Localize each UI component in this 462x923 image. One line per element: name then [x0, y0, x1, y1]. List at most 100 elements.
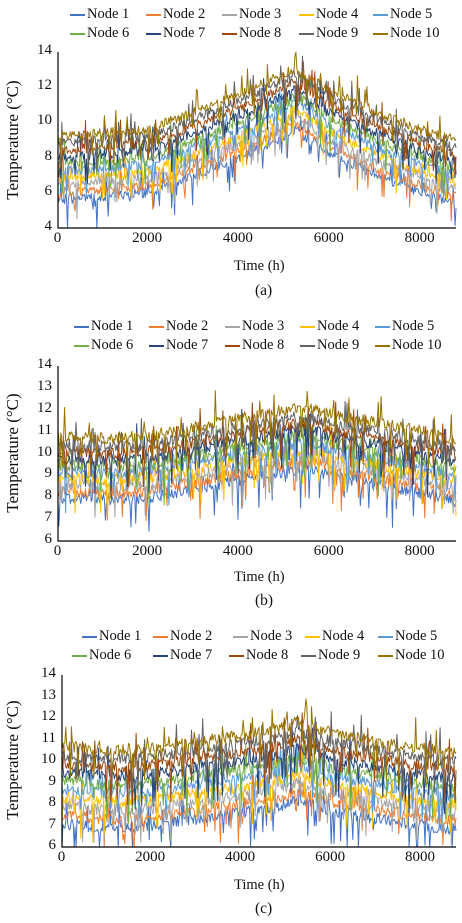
legend-item: Node 5 [375, 318, 434, 335]
legend-item: Node 2 [146, 6, 205, 23]
series-line [61, 712, 457, 806]
legend-item: Node 8 [222, 25, 281, 42]
series-line [57, 426, 457, 518]
legend-label: Node 5 [392, 318, 435, 334]
legend-label: Node 2 [170, 628, 213, 644]
y-tick-label: 8 [44, 487, 53, 504]
legend-item: Node 10 [375, 337, 442, 354]
legend-label: Node 8 [239, 25, 282, 41]
y-tick-label: 14 [41, 665, 56, 681]
series-line [57, 390, 456, 471]
legend-item: Node 1 [82, 628, 141, 645]
legend-item: Node 8 [225, 337, 284, 354]
legend-label: Node 6 [89, 647, 132, 663]
legend-item: Node 7 [149, 337, 208, 354]
legend-item: Node 9 [300, 337, 359, 354]
legend-label: Node 10 [392, 337, 442, 353]
legend-label: Node 4 [317, 318, 360, 334]
x-axis-title: Time (h) [234, 258, 285, 274]
legend-item: Node 3 [233, 628, 292, 645]
y-tick-label: 6 [48, 837, 57, 853]
legend-label: Node 9 [318, 647, 361, 663]
x-tick-label: 6000 [313, 230, 344, 246]
legend-swatch [301, 654, 316, 657]
legend-label: Node 2 [163, 6, 206, 22]
legend-swatch [233, 635, 248, 638]
legend-item: Node 2 [153, 628, 212, 645]
legend-label: Node 3 [239, 6, 282, 22]
x-tick-label: 0 [57, 849, 66, 865]
axis-line [61, 675, 456, 848]
x-tick-label: 0 [53, 543, 62, 559]
legend-swatch [146, 32, 161, 35]
legend-item: Node 4 [299, 6, 358, 23]
legend-label: Node 4 [322, 628, 365, 644]
legend-label: Node 5 [395, 628, 438, 644]
legend-swatch [300, 344, 315, 347]
y-tick-label: 10 [41, 751, 56, 767]
x-axis-title: Time (h) [234, 569, 285, 585]
legend-swatch [373, 32, 388, 35]
legend-swatch [225, 325, 240, 328]
legend-swatch [299, 32, 314, 35]
legend-swatch [378, 635, 393, 638]
y-tick-label: 4 [44, 218, 53, 234]
y-axis-title: Temperature (°C) [3, 700, 22, 820]
x-tick-label: 6000 [315, 849, 346, 865]
legend-swatch [153, 635, 168, 638]
x-tick-label: 8000 [404, 230, 435, 246]
legend-swatch [375, 325, 390, 328]
x-tick-label: 2000 [132, 230, 163, 246]
y-tick-label: 14 [37, 356, 52, 372]
series-line [61, 698, 457, 787]
legend-label: Node 10 [390, 25, 440, 41]
y-tick-label: 11 [41, 729, 56, 746]
legend-item: Node 6 [72, 647, 131, 664]
legend-item: Node 10 [378, 647, 445, 664]
legend-swatch [149, 344, 164, 347]
legend-label: Node 9 [316, 25, 359, 41]
legend-item: Node 5 [378, 628, 437, 645]
x-tick-label: 4000 [222, 543, 253, 559]
legend-label: Node 4 [316, 6, 359, 22]
legend-item: Node 1 [74, 318, 133, 335]
legend-label: Node 6 [87, 25, 130, 41]
legend-swatch [146, 13, 161, 16]
legend-label: Node 1 [91, 318, 134, 334]
legend-item: Node 7 [153, 647, 212, 664]
x-tick-label: 8000 [405, 849, 436, 865]
legend-swatch [373, 13, 388, 16]
x-axis-title: Time (h) [234, 877, 285, 893]
legend-swatch [149, 325, 164, 328]
y-tick-label: 7 [44, 509, 53, 526]
x-tick-label: 2000 [132, 543, 163, 559]
x-tick-label: 0 [53, 230, 62, 246]
legend-label: Node 3 [250, 628, 293, 644]
axis-line [57, 366, 456, 542]
legend-label: Node 3 [242, 318, 285, 334]
legend-swatch [72, 654, 87, 657]
legend-swatch [300, 325, 315, 328]
panel-label: (a) [255, 282, 273, 299]
legend-swatch [299, 13, 314, 16]
legend-item: Node 5 [373, 6, 432, 23]
y-tick-label: 13 [37, 377, 52, 394]
legend-item: Node 6 [70, 25, 129, 42]
legend-label: Node 1 [87, 6, 130, 22]
x-tick-label: 4000 [222, 230, 253, 246]
legend-item: Node 1 [70, 6, 129, 23]
y-tick-label: 7 [48, 815, 57, 832]
legend-swatch [70, 13, 85, 16]
axis-line [57, 52, 456, 229]
legend-item: Node 6 [74, 337, 133, 354]
legend-item: Node 4 [300, 318, 359, 335]
series-line [57, 61, 457, 179]
y-tick-label: 8 [44, 147, 53, 164]
legend-label: Node 7 [163, 25, 206, 41]
legend-swatch [229, 654, 244, 657]
legend-label: Node 6 [91, 337, 134, 353]
legend-label: Node 7 [170, 647, 213, 663]
y-tick-label: 13 [41, 686, 56, 703]
